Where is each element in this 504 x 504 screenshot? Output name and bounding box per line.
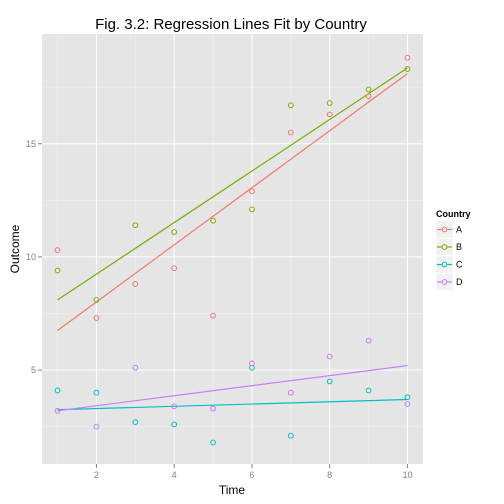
data-point-b [249, 206, 255, 213]
data-point-b [365, 86, 372, 93]
data-point-b [54, 267, 61, 274]
data-point-d [287, 389, 294, 396]
data-point-d [93, 423, 100, 430]
data-point-a [54, 247, 61, 254]
legend-point-a [441, 226, 448, 233]
y-tick-label: 10 [26, 252, 36, 262]
data-point-a [326, 111, 333, 118]
grid-major [42, 34, 423, 464]
data-point-c [93, 389, 100, 396]
data-point-b [210, 217, 216, 224]
regression-line-c [57, 398, 408, 411]
x-tick-label: 4 [172, 470, 177, 480]
x-tick-label: 2 [94, 470, 99, 480]
x-tick-label: 10 [402, 470, 412, 480]
data-point-a [249, 188, 255, 195]
plot-panel [42, 34, 423, 464]
y-axis-title: Outcome [8, 224, 22, 273]
regression-line-d [57, 364, 408, 412]
legend-label-b: B [456, 242, 462, 252]
data-point-a [93, 315, 100, 321]
data-point-b [326, 100, 333, 106]
data-point-d [326, 353, 333, 360]
regression-lines [57, 67, 408, 412]
y-tick-label: 15 [26, 139, 36, 149]
data-point-c [365, 387, 372, 394]
legend-title: Country [436, 209, 471, 219]
legend-label-c: C [456, 260, 463, 270]
data-point-c [132, 419, 139, 426]
data-point-b [404, 66, 411, 72]
data-points [54, 54, 411, 446]
x-axis-title: Time [219, 483, 246, 497]
data-point-a [287, 129, 294, 136]
data-point-b [132, 222, 139, 229]
data-point-d [210, 405, 216, 412]
y-tick-label: 5 [31, 365, 36, 375]
regression-line-b [57, 67, 408, 301]
x-axis: 2 4 6 8 10 [94, 464, 412, 480]
data-point-b [93, 297, 100, 303]
data-point-d [365, 337, 372, 344]
legend-label-a: A [456, 225, 462, 235]
data-point-a [132, 281, 139, 287]
data-point-c [326, 378, 333, 385]
chart-title: Fig. 3.2: Regression Lines Fit by Countr… [95, 16, 367, 33]
data-point-d [404, 401, 411, 407]
data-point-c [287, 432, 294, 439]
data-point-d [54, 407, 61, 414]
data-point-a [365, 93, 372, 100]
data-point-c [210, 439, 216, 446]
data-point-b [171, 229, 178, 235]
x-tick-label: 8 [327, 470, 332, 480]
legend-label-d: D [456, 277, 463, 287]
y-axis: 5 10 15 [26, 139, 42, 375]
data-point-c [54, 387, 61, 394]
data-point-b [287, 102, 294, 109]
legend-point-d [441, 279, 448, 285]
data-point-a [171, 265, 178, 272]
x-tick-label: 6 [249, 470, 254, 480]
data-point-c [171, 421, 178, 428]
legend-point-c [441, 261, 448, 268]
regression-line-a [57, 73, 408, 331]
data-point-d [132, 364, 139, 371]
data-point-d [171, 403, 178, 410]
data-point-d [249, 360, 255, 367]
data-point-a [210, 312, 216, 319]
data-point-c [404, 394, 411, 401]
data-point-a [404, 54, 411, 61]
legend-point-b [441, 244, 448, 250]
grid-minor [42, 34, 423, 464]
